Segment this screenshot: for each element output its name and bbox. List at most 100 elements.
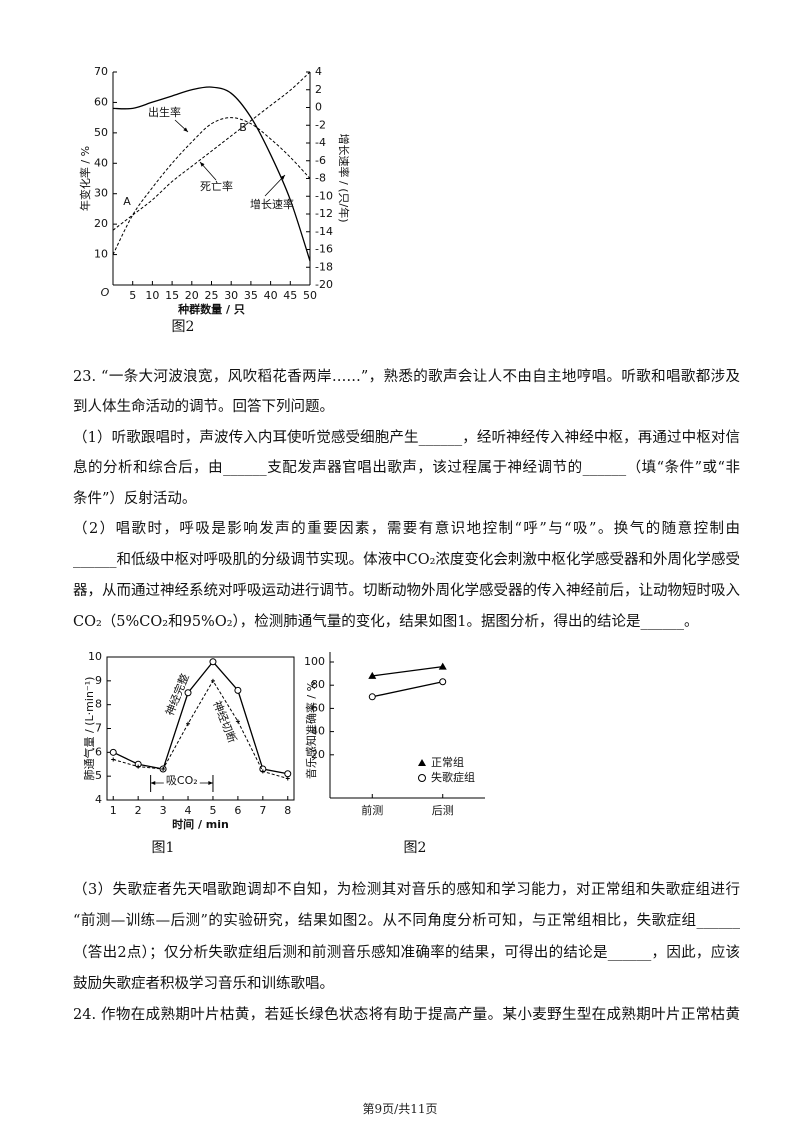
text-line: 条件”）反射活动。 <box>73 491 197 507</box>
text-line: （2）唱歌时，呼吸是影响发声的重要因素，需要有意识地控制“呼”与“吸”。换气的随… <box>73 521 740 537</box>
y-axis-label: 肺通气量 / (L·min⁻¹) <box>82 677 96 781</box>
series-line <box>112 117 311 255</box>
point <box>184 689 192 697</box>
text-line: （1）听歌跟唱时，声波传入内耳使听觉感受细胞产生______，经听神经传入神经中… <box>73 430 740 446</box>
y-tick-label: 80 <box>311 678 325 691</box>
series-line <box>372 665 443 677</box>
page-footer: 第9页/共11页 <box>362 1102 438 1116</box>
text-line: （3）失歌症者先天唱歌跑调却不自知，为检测其对音乐的感知和学习能力，对正常组和失… <box>73 882 740 898</box>
y2-tick-label: -14 <box>315 225 333 238</box>
series-line <box>112 71 311 231</box>
point <box>368 693 376 701</box>
annotation-bg <box>163 774 200 788</box>
annotation: B <box>239 121 247 134</box>
y-tick-label: 100 <box>304 655 325 668</box>
x-tick-label: 30 <box>224 289 238 302</box>
y2-tick-label: -18 <box>315 260 333 273</box>
arrow-head <box>150 781 156 785</box>
point <box>368 671 377 679</box>
point <box>109 748 117 756</box>
series-label: 死亡率 <box>200 179 233 193</box>
text-line: 息的分析和综合后，由______支配发声器官唱出歌声，该过程属于神经调节的___… <box>73 460 740 476</box>
y2-axis-label: 增长速率 / (只/年) <box>337 134 351 223</box>
y2-tick-label: -8 <box>315 172 326 185</box>
figure-caption: 图2 <box>404 840 427 856</box>
text-line: （答出2点）；仅分析失歌症组后测和前测音乐感知准确率的结果，可得出的结论是___… <box>73 945 740 961</box>
x-tick-label: 20 <box>185 289 199 302</box>
y2-tick-label: -12 <box>315 207 333 220</box>
y-tick-label: 7 <box>95 722 102 735</box>
point <box>136 764 141 769</box>
point <box>439 678 447 686</box>
y-tick-label: 8 <box>95 698 102 711</box>
y-tick-label: 40 <box>94 156 108 169</box>
x-tick-label: 45 <box>283 289 297 302</box>
arrow-head <box>280 175 285 180</box>
figure-caption: 图2 <box>172 319 195 335</box>
x-tick-label: 后测 <box>432 804 454 817</box>
y-tick-label: 10 <box>94 248 108 261</box>
text-line: CO₂（5%CO₂和95%O₂），检测肺通气量的变化，结果如图1。据图分析，得出… <box>73 614 699 630</box>
y2-tick-label: -6 <box>315 154 326 167</box>
legend-marker <box>418 774 426 782</box>
text-line: 到人体生命活动的调节。回答下列问题。 <box>73 399 334 415</box>
text-line: 器，从而通过神经系统对呼吸运动进行调节。切断动物外周化学感受器的传入神经前后，让… <box>73 583 740 599</box>
x-tick-label: 3 <box>160 804 167 817</box>
text-line: “前测—训练—后测”的实验研究，结果如图2。从不同角度分析可知，与正常组相比，失… <box>73 913 740 929</box>
y-tick-label: 20 <box>311 748 325 761</box>
legend-label: 失歌症组 <box>431 770 475 784</box>
y2-tick-label: 2 <box>315 83 322 96</box>
point <box>260 769 265 774</box>
series-label: 出生率 <box>148 105 181 119</box>
x-tick-label: 40 <box>264 289 278 302</box>
y2-tick-label: -4 <box>315 136 326 149</box>
y-tick-label: 20 <box>94 217 108 230</box>
x-tick-label: 35 <box>244 289 258 302</box>
x-axis-label: 种群数量 / 只 <box>177 302 245 316</box>
y-tick-label: 60 <box>94 95 108 108</box>
x-tick-label: 8 <box>284 804 291 817</box>
point <box>209 658 217 666</box>
series-line <box>113 679 288 780</box>
y2-tick-label: -16 <box>315 243 333 256</box>
x-tick-label: 1 <box>110 804 117 817</box>
point <box>111 757 116 762</box>
y-tick-label: 6 <box>95 745 102 758</box>
origin-label: O <box>101 286 110 299</box>
plot-frame <box>106 656 295 801</box>
arrow-head <box>183 127 188 132</box>
x-axis-label: 时间 / min <box>172 817 229 831</box>
x-tick-label: 5 <box>209 804 216 817</box>
x-tick-label: 5 <box>129 289 136 302</box>
series-line <box>112 660 288 775</box>
arrow <box>264 174 286 197</box>
x-tick-label: 4 <box>185 804 192 817</box>
x-tick-label: 前测 <box>361 803 383 817</box>
y-tick-label: 40 <box>311 725 325 738</box>
point <box>284 770 292 778</box>
y-tick-label: 50 <box>94 126 108 139</box>
y-axis-label: 音乐感知准确率 / % <box>304 681 318 779</box>
arrow-head <box>208 781 213 785</box>
y2-tick-label: 0 <box>315 101 322 114</box>
annotation: A <box>123 195 131 208</box>
point <box>285 776 290 781</box>
x-tick-label: 7 <box>259 804 266 817</box>
y2-tick-label: 4 <box>315 65 322 78</box>
point <box>210 678 215 683</box>
y2-tick-label: -10 <box>315 189 333 202</box>
text-line: 鼓励失歌症者积极学习音乐和训练歌唱。 <box>73 976 334 992</box>
y-tick-label: 60 <box>311 701 325 714</box>
legend-marker <box>418 759 426 766</box>
text-line: 23. “一条大河波浪宽，风吹稻花香两岸……”，熟悉的歌声会让人不由自主地哼唱。… <box>73 369 740 385</box>
x-tick-label: 10 <box>145 289 159 302</box>
text-line: 24. 作物在成熟期叶片枯黄，若延长绿色状态将有助于提高产量。某小麦野生型在成熟… <box>73 1007 740 1023</box>
y-tick-label: 5 <box>95 769 102 782</box>
y-tick-label: 9 <box>95 674 102 687</box>
series-label: 增长速率 <box>250 197 294 211</box>
point <box>234 686 242 694</box>
legend-label: 正常组 <box>431 755 464 769</box>
series-line <box>112 86 311 262</box>
